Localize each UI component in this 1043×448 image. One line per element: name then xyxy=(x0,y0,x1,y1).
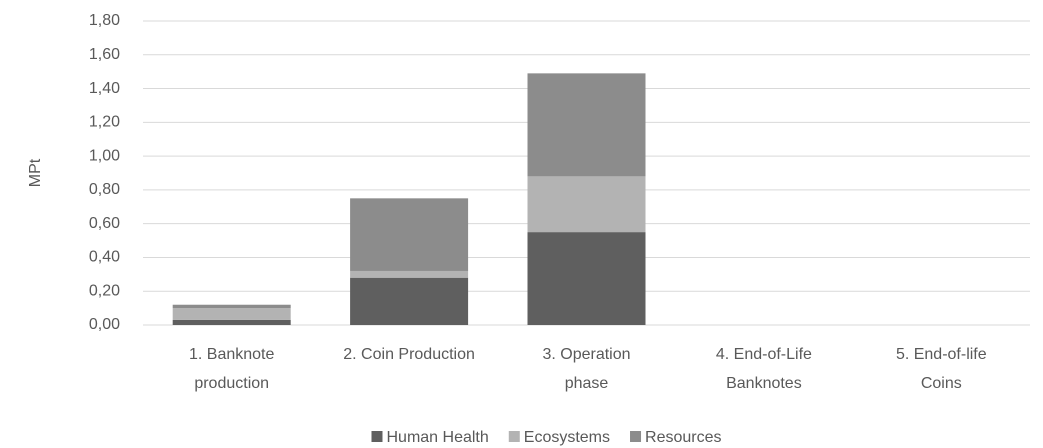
y-tick-label: 0,20 xyxy=(89,282,120,299)
x-tick-label: 2. Coin Production xyxy=(343,346,475,363)
bar-segment xyxy=(172,319,291,325)
y-tick-label: 0,40 xyxy=(89,249,120,266)
bar-segment xyxy=(350,198,469,271)
x-tick-label: 3. Operation xyxy=(542,346,630,363)
y-axis-label: MPt xyxy=(27,158,44,187)
y-tick-label: 1,40 xyxy=(89,80,120,97)
y-tick-label: 1,20 xyxy=(89,114,120,131)
bar-segment xyxy=(527,176,646,233)
x-tick-label: production xyxy=(194,375,269,392)
x-tick-label: 5. End-of-life xyxy=(896,346,987,363)
bar-segment xyxy=(350,270,469,278)
y-tick-label: 0,60 xyxy=(89,215,120,232)
y-tick-label: 1,60 xyxy=(89,46,120,63)
legend-label: Ecosystems xyxy=(524,429,610,446)
x-tick-label: Coins xyxy=(921,375,962,392)
legend-label: Resources xyxy=(645,429,721,446)
y-tick-label: 0,00 xyxy=(89,316,120,333)
legend-swatch xyxy=(508,431,520,442)
legend-swatch xyxy=(371,431,383,442)
x-tick-label: 1. Banknote xyxy=(189,346,275,363)
bar-segment xyxy=(172,308,291,320)
x-tick-label: 4. End-of-Life xyxy=(716,346,812,363)
bar-segment xyxy=(527,73,646,177)
y-tick-label: 0,80 xyxy=(89,181,120,198)
y-tick-label: 1,00 xyxy=(89,147,120,164)
x-tick-label: phase xyxy=(565,375,609,392)
bar-segment xyxy=(527,232,646,325)
x-tick-label: Banknotes xyxy=(726,375,802,392)
bar-segment xyxy=(172,304,291,309)
legend-label: Human Health xyxy=(386,429,488,446)
bar-segment xyxy=(350,277,469,325)
legend-swatch xyxy=(630,431,642,442)
y-tick-label: 1,80 xyxy=(89,12,120,29)
